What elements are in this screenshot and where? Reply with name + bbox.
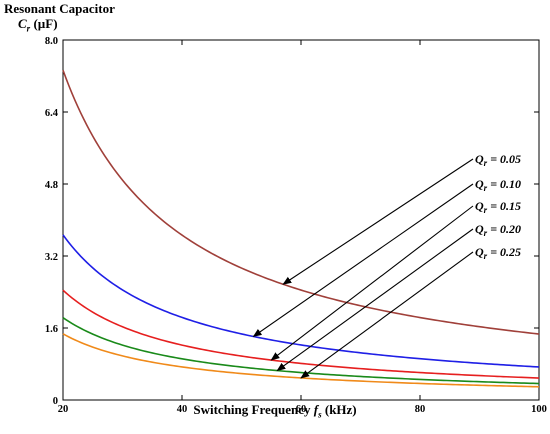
y-tick-label: 6.4 (45, 108, 59, 119)
x-axis-title-text: Switching Frequency (193, 402, 314, 417)
y-axis-subscript: r (26, 23, 31, 34)
x-tick-label: 20 (58, 404, 69, 415)
series-line-2 (62, 234, 540, 368)
series-arrow-4 (276, 228, 474, 372)
x-tick-label: 60 (296, 404, 307, 415)
series-label-1: Qr = 0.05 (475, 152, 521, 168)
x-axis-unit: (kHz) (321, 402, 357, 417)
series-arrow-2 (252, 183, 474, 337)
y-axis-title-line1: Resonant Capacitor (4, 1, 115, 16)
series-arrow-1 (282, 158, 474, 285)
x-tick-label: 100 (531, 404, 547, 415)
y-tick-label: 4.8 (45, 180, 58, 191)
y-tick-label: 0 (53, 396, 58, 407)
series-label-3: Qr = 0.15 (475, 199, 521, 215)
y-axis-title-line2: Cr (µF) (18, 16, 58, 34)
y-tick-label: 1.6 (45, 324, 58, 335)
series-line-4 (62, 316, 540, 385)
plot-frame (62, 39, 540, 401)
x-tick-label: 40 (177, 404, 188, 415)
y-tick-label: 8.0 (45, 36, 58, 47)
series-line-1 (62, 69, 540, 335)
y-tick-label: 3.2 (45, 252, 58, 263)
x-tick-label: 80 (415, 404, 426, 415)
x-axis-symbol: f (313, 402, 319, 417)
series-label-2: Qr = 0.10 (475, 177, 521, 193)
x-axis-title: Switching Frequency fs (kHz) (0, 402, 550, 420)
y-axis-symbol: C (18, 16, 27, 31)
y-axis-unit: (µF) (30, 16, 58, 31)
series-arrow-3 (270, 205, 474, 361)
series-label-5: Qr = 0.25 (475, 245, 521, 261)
series-line-3 (62, 289, 540, 379)
series-arrow-5 (300, 251, 474, 379)
series-label-4: Qr = 0.20 (475, 222, 521, 238)
x-axis-subscript: s (318, 409, 322, 420)
series-line-5 (62, 333, 540, 388)
